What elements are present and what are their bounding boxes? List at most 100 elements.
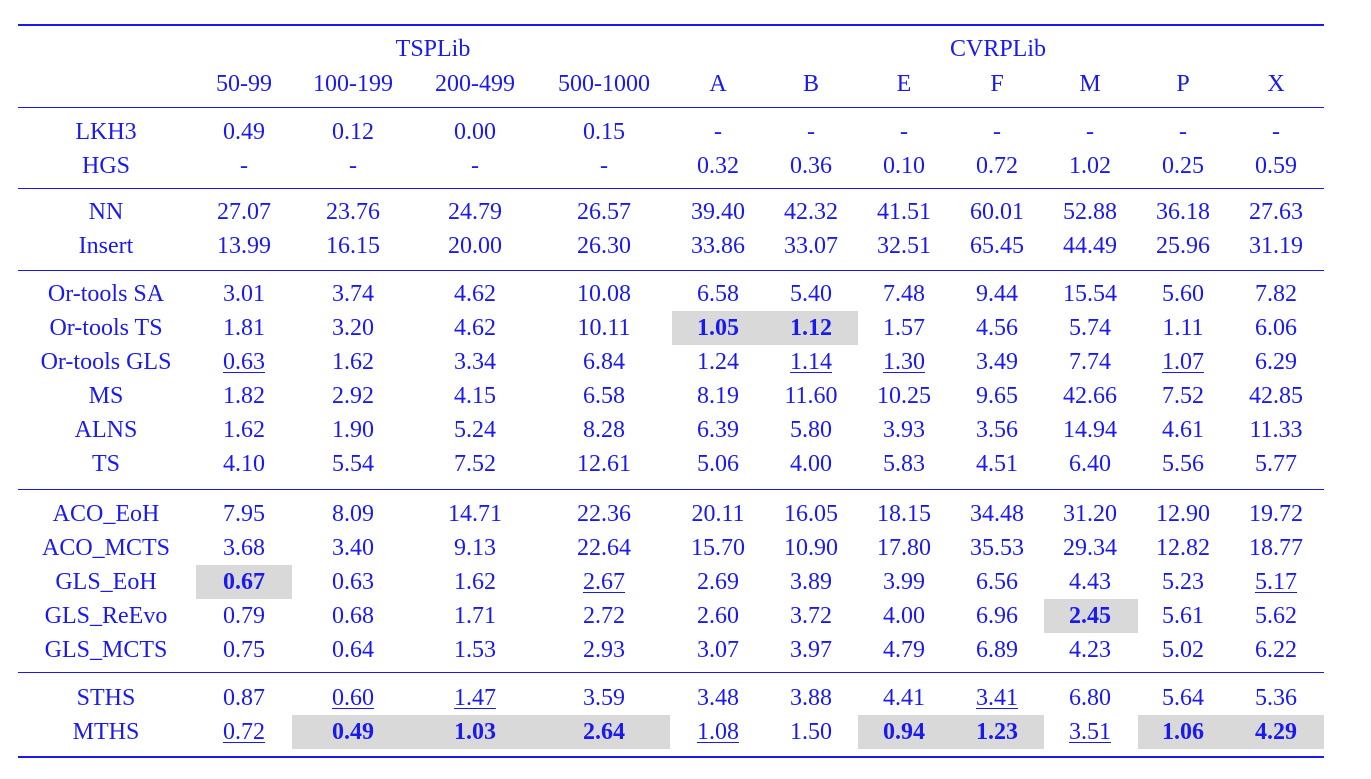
- cell-value: 0.25: [1162, 153, 1204, 179]
- cell-value: 7.82: [1255, 281, 1297, 307]
- cell-value: 1.53: [454, 637, 496, 663]
- cell-value: 4.00: [883, 603, 925, 629]
- table-cell: -: [1128, 115, 1238, 149]
- table-cell: -: [1035, 115, 1145, 149]
- table-cell: 0.79: [189, 599, 299, 633]
- table-cell: 2.92: [298, 379, 408, 413]
- cell-value: 5.24: [454, 417, 496, 443]
- table-cell: 3.97: [756, 633, 866, 667]
- table-cell: 4.23: [1035, 633, 1145, 667]
- cell-value: 16.15: [326, 233, 380, 259]
- cell-value: -: [471, 153, 479, 179]
- cell-value: 2.72: [583, 603, 625, 629]
- tsplib-group-header: TSPLib: [395, 36, 471, 62]
- table-cell: 4.43: [1035, 565, 1145, 599]
- cell-value: 5.40: [790, 281, 832, 307]
- cell-value: 4.61: [1162, 417, 1204, 443]
- cell-value: 3.40: [332, 535, 374, 561]
- table-cell: 3.49: [942, 345, 1052, 379]
- table-cell: 3.93: [849, 413, 959, 447]
- cell-value: 10.25: [877, 383, 931, 409]
- table-cell: 1.81: [189, 311, 299, 345]
- cell-value: 1.90: [332, 417, 374, 443]
- cell-value: 11.33: [1249, 417, 1303, 443]
- table-cell: 16.15: [298, 229, 408, 263]
- cell-value: 32.51: [877, 233, 931, 259]
- table-cell: 6.39: [663, 413, 773, 447]
- table-cell: -: [663, 115, 773, 149]
- table-cell: 33.86: [663, 229, 773, 263]
- cell-value: 0.00: [454, 119, 496, 145]
- table-cell: 0.59: [1221, 149, 1331, 183]
- table-cell: 4.15: [420, 379, 530, 413]
- row-label: HGS: [81, 153, 130, 179]
- cell-value: 29.34: [1063, 535, 1117, 561]
- cell-value: 31.20: [1063, 501, 1117, 527]
- table-cell: 4.00: [756, 447, 866, 481]
- cell-value: 0.67: [223, 569, 265, 595]
- cell-value: 2.69: [697, 569, 739, 595]
- cell-value: 3.97: [790, 637, 832, 663]
- table-cell: 22.36: [549, 497, 659, 531]
- best-highlight: [950, 715, 1044, 749]
- cell-value: 15.54: [1063, 281, 1117, 307]
- cell-value: 0.32: [697, 153, 739, 179]
- table-cell: 44.49: [1035, 229, 1145, 263]
- table-cell: 1.62: [420, 565, 530, 599]
- table-cell: 1.05: [663, 311, 773, 345]
- table-cell: 7.95: [189, 497, 299, 531]
- table-cell: 7.74: [1035, 345, 1145, 379]
- cell-value: 1.71: [454, 603, 496, 629]
- table-cell: 31.20: [1035, 497, 1145, 531]
- table-cell: -: [189, 149, 299, 183]
- cell-value: 6.84: [583, 349, 625, 375]
- cell-value: 6.39: [697, 417, 739, 443]
- cell-value: 0.72: [223, 719, 265, 745]
- table-cell: 10.25: [849, 379, 959, 413]
- table-cell: 1.71: [420, 599, 530, 633]
- table-cell: 4.62: [420, 311, 530, 345]
- best-highlight: [672, 311, 764, 345]
- best-highlight: [1044, 599, 1138, 633]
- row-label: MS: [88, 383, 124, 409]
- cell-value: 5.80: [790, 417, 832, 443]
- cell-value: 6.96: [976, 603, 1018, 629]
- table-cell: 0.68: [298, 599, 408, 633]
- cell-value: 2.67: [583, 569, 625, 595]
- table-cell: 41.51: [849, 195, 959, 229]
- cell-value: 5.54: [332, 451, 374, 477]
- cell-value: 25.96: [1156, 233, 1210, 259]
- table-cell: 1.06: [1128, 715, 1238, 749]
- row-label: LKH3: [75, 119, 137, 145]
- cell-value: 0.49: [332, 719, 374, 745]
- cell-value: 4.23: [1069, 637, 1111, 663]
- table-cell: 0.32: [663, 149, 773, 183]
- cell-value: 8.09: [332, 501, 374, 527]
- table-cell: 4.56: [942, 311, 1052, 345]
- cell-value: 6.29: [1255, 349, 1297, 375]
- cell-value: 7.52: [454, 451, 496, 477]
- table-cell: 4.61: [1128, 413, 1238, 447]
- best-highlight: [196, 565, 292, 599]
- table-cell: 5.74: [1035, 311, 1145, 345]
- table-cell: 0.49: [298, 715, 408, 749]
- table-cell: 15.54: [1035, 277, 1145, 311]
- cell-value: 1.11: [1162, 315, 1204, 341]
- row-label: STHS: [76, 685, 136, 711]
- table-cell: 5.36: [1221, 681, 1331, 715]
- table-cell: 5.62: [1221, 599, 1331, 633]
- cell-value: 52.88: [1063, 199, 1117, 225]
- cell-value: 3.68: [223, 535, 265, 561]
- table-cell: 1.08: [663, 715, 773, 749]
- row-label: MTHS: [72, 719, 140, 745]
- table-cell: 3.74: [298, 277, 408, 311]
- table-cell: 1.30: [849, 345, 959, 379]
- table-cell: 5.06: [663, 447, 773, 481]
- column-header: 200-499: [435, 71, 515, 97]
- table-cell: 23.76: [298, 195, 408, 229]
- cell-value: 0.60: [332, 685, 374, 711]
- row-label: Or-tools TS: [49, 315, 163, 341]
- cell-value: 5.77: [1255, 451, 1297, 477]
- cell-value: 9.13: [454, 535, 496, 561]
- cell-value: 15.70: [691, 535, 745, 561]
